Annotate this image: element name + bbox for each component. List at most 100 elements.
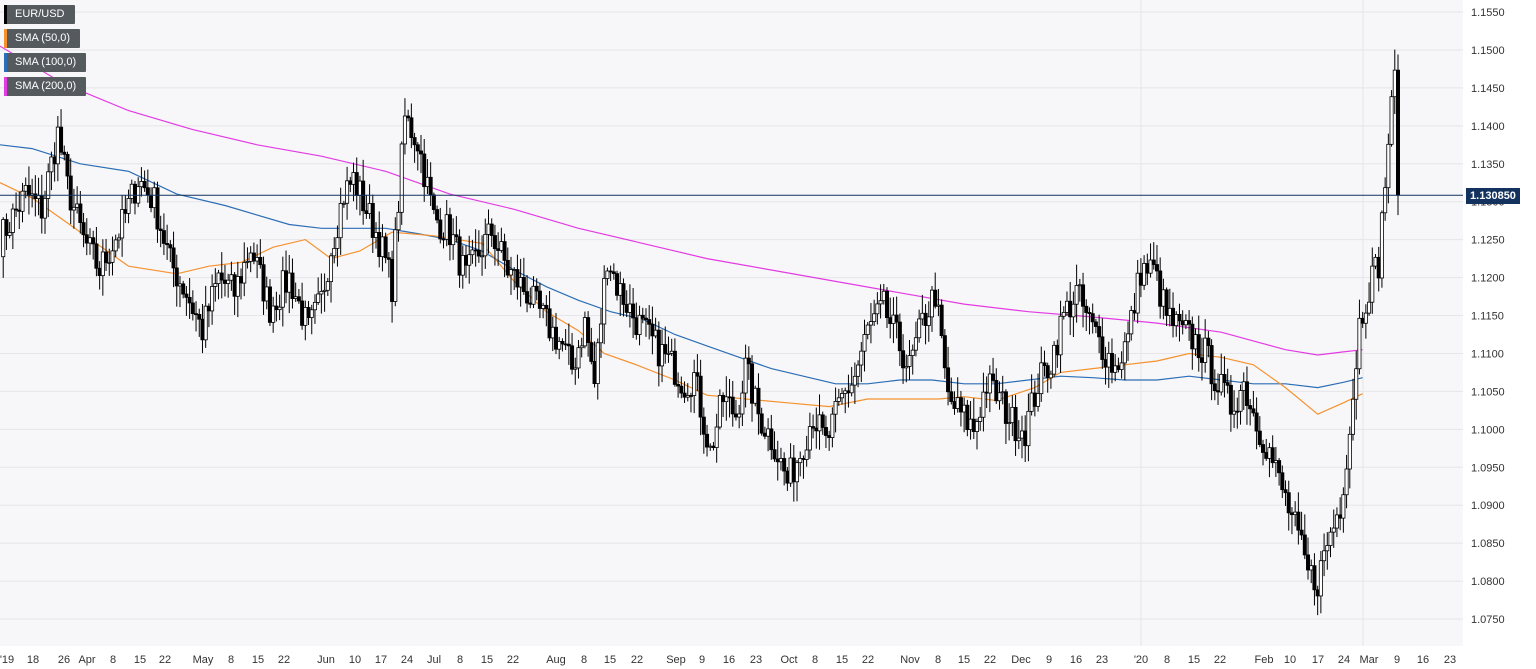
candle-body (843, 390, 848, 394)
candle-body (267, 286, 272, 323)
y-tick-label: 1.1350 (1471, 159, 1505, 171)
candle-body (190, 302, 195, 315)
x-tick-label: 22 (159, 654, 171, 666)
candle-body (1132, 310, 1137, 314)
candle-body (1055, 344, 1060, 356)
candle-body (1196, 334, 1201, 359)
candle-body (746, 357, 751, 365)
candle-body (971, 418, 976, 432)
candle-body (435, 209, 440, 221)
candle-body (512, 269, 517, 271)
candle-body (868, 321, 873, 326)
x-tick-label: 23 (1096, 654, 1108, 666)
candle-body (1277, 460, 1282, 474)
candle-body (120, 209, 125, 239)
candle-body (444, 214, 449, 240)
candle-body (811, 426, 816, 429)
candle-body (714, 426, 719, 448)
candle-body (1318, 560, 1323, 597)
candle-body (396, 211, 401, 231)
y-tick-label: 1.1250 (1471, 235, 1505, 247)
candle-body (357, 180, 362, 196)
x-tick-label: Mar (1360, 654, 1379, 666)
x-tick-label: 15 (1188, 654, 1200, 666)
y-tick-label: 1.1500 (1471, 45, 1505, 57)
candle-body (579, 345, 584, 349)
candle-body (277, 306, 282, 311)
candle-body (618, 283, 623, 296)
candle-body (753, 387, 758, 404)
candle-body (158, 228, 163, 231)
y-tick-label: 1.1550 (1471, 7, 1505, 19)
candle-body (370, 203, 375, 238)
candle-body (245, 261, 250, 263)
candle-body (425, 176, 430, 188)
candle-body (480, 255, 485, 258)
candle-body (335, 237, 340, 249)
candle-body (390, 258, 395, 302)
candle-body (856, 364, 861, 377)
candle-body (987, 373, 992, 394)
candle-body (97, 267, 102, 277)
candle-body (560, 341, 565, 345)
candle-body (312, 301, 317, 311)
candle-body (351, 172, 356, 185)
legend-item-sma50[interactable]: SMA (50,0) (4, 29, 81, 48)
legend-item-sma200[interactable]: SMA (200,0) (4, 77, 87, 96)
candle-body (441, 238, 446, 241)
candle-body (750, 363, 755, 404)
candle-body (1379, 212, 1384, 279)
candle-body (104, 251, 109, 264)
candle-body (415, 144, 420, 152)
y-tick-label: 1.0950 (1471, 462, 1505, 474)
legend-item-eurusd[interactable]: EUR/USD (4, 5, 75, 24)
candle-body (300, 300, 305, 326)
candle-body (1254, 412, 1259, 432)
candle-body (1106, 352, 1111, 368)
x-tick-label: Apr (78, 654, 95, 666)
current-price-label: 1.130850 (1466, 188, 1520, 204)
candle-body (55, 126, 60, 165)
candle-body (261, 264, 266, 302)
candle-body (762, 432, 767, 437)
candle-body (242, 262, 247, 284)
candle-body (113, 239, 118, 252)
candle-body (26, 185, 31, 197)
candle-body (634, 317, 639, 335)
candle-body (737, 413, 742, 418)
candle-body (409, 117, 414, 138)
candle-body (341, 202, 346, 205)
candle-body (367, 203, 372, 214)
y-tick-label: 1.1200 (1471, 273, 1505, 285)
x-tick-label: 8 (228, 654, 234, 666)
candle-body (1283, 489, 1288, 494)
candle-body (216, 272, 221, 284)
candle-body (840, 393, 845, 399)
candle-body (145, 187, 150, 196)
y-tick-label: 1.1050 (1471, 386, 1505, 398)
x-tick-label: Dec (1011, 654, 1031, 666)
candle-body (534, 285, 539, 292)
candle-body (640, 314, 645, 319)
candle-body (798, 458, 803, 464)
candle-body (791, 457, 796, 483)
candle-body (1347, 433, 1352, 470)
candle-body (325, 281, 330, 291)
legend-item-sma100[interactable]: SMA (100,0) (4, 53, 87, 72)
candle-body (795, 462, 800, 483)
candle-body (692, 372, 697, 396)
candle-body (460, 254, 465, 276)
candle-body (374, 232, 379, 238)
candle-body (1013, 406, 1018, 442)
candle-body (872, 313, 877, 323)
candle-body (1360, 317, 1365, 324)
candle-body (1087, 312, 1092, 315)
candle-body (296, 296, 301, 302)
candle-body (87, 237, 92, 244)
candle-body (399, 143, 404, 213)
candle-body (717, 395, 722, 428)
candle-body (229, 274, 234, 281)
candle-body (598, 323, 603, 344)
